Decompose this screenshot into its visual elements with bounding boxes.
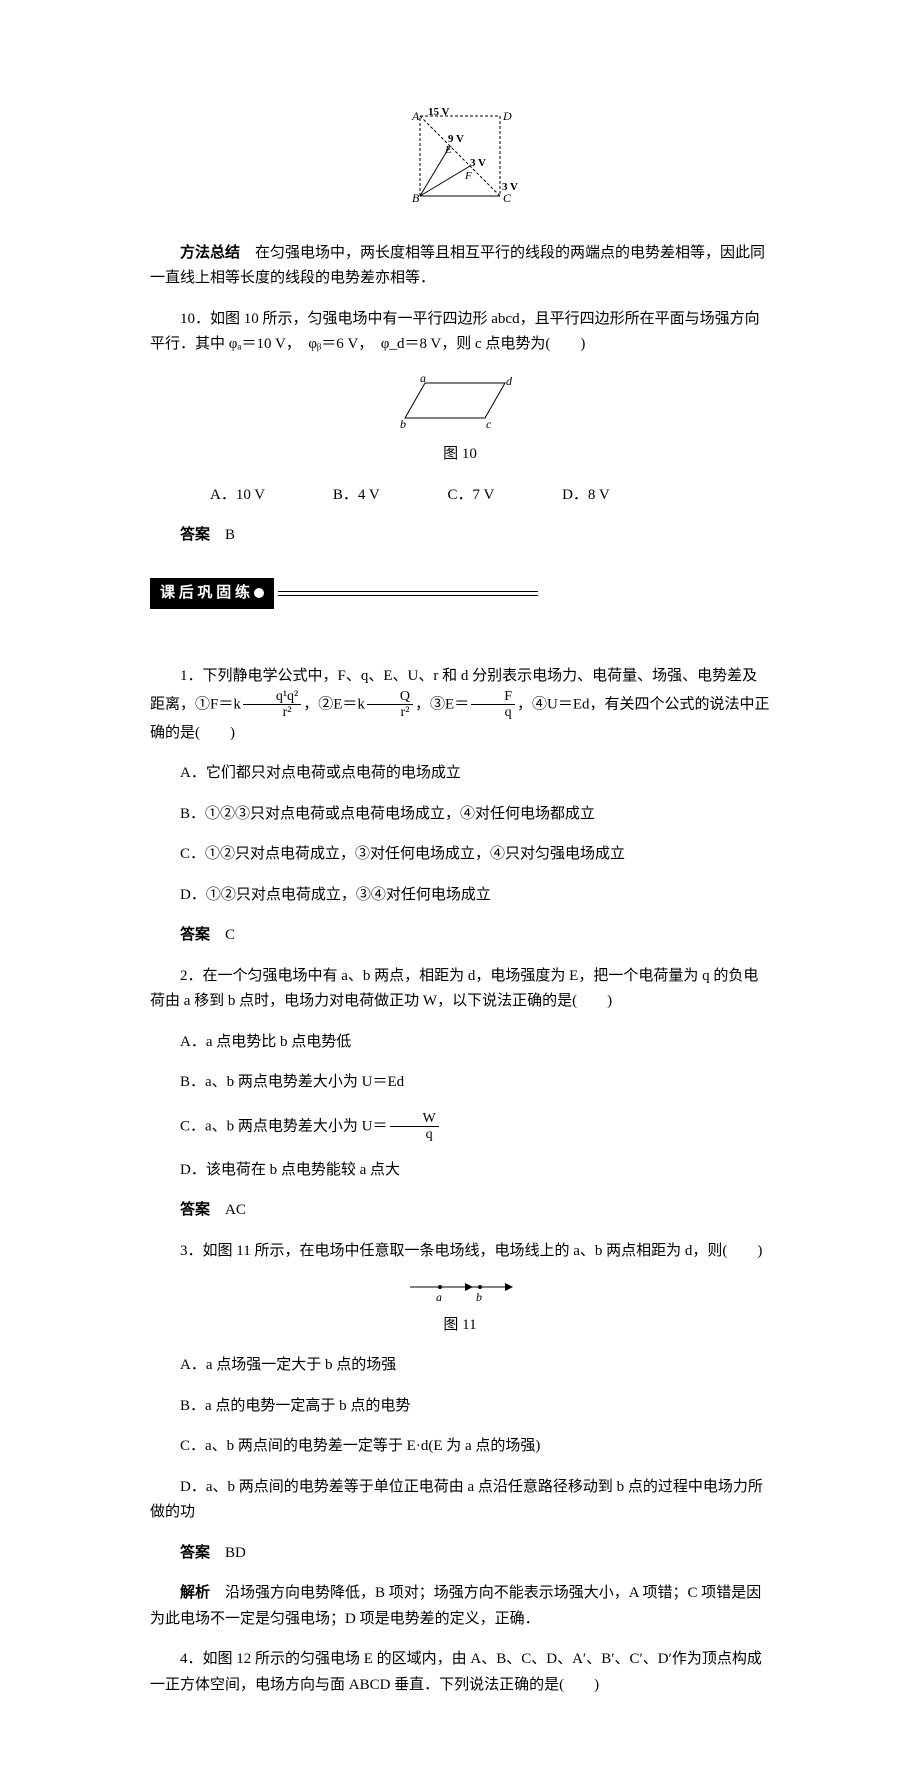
svg-text:d: d [506,374,513,388]
fig11-caption: 图 11 [150,1313,770,1339]
parallelogram: a d b c [390,373,530,433]
q3-answer: 答案 BD [150,1541,770,1567]
q1-opt-b: B．①②③只对点电荷或点电荷电场成立，④对任何电场都成立 [150,802,770,828]
q2-opt-a: A．a 点电势比 b 点电势低 [150,1030,770,1056]
figure-11: a b 图 11 [150,1279,770,1338]
svg-text:D: D [502,109,512,123]
q1-text: 1．下列静电学公式中，F、q、E、U、r 和 d 分别表示电场力、电荷量、场强、… [150,664,770,747]
svg-text:3 V: 3 V [502,181,518,193]
q3-opt-a: A．a 点场强一定大于 b 点的场强 [150,1353,770,1379]
q2-frac: Wq [390,1111,439,1143]
svg-text:C: C [503,191,512,205]
q2-opt-c: C．a、b 两点电势差大小为 U＝Wq [150,1111,770,1143]
frac3: Fq [471,689,515,721]
figure-1: A D B C E F 15 V 9 V 3 V 3 V [150,106,770,226]
svg-text:b: b [400,417,406,431]
svg-text:15 V: 15 V [428,106,450,118]
svg-text:F: F [464,170,472,182]
q3-opt-b: B．a 点的电势一定高于 b 点的电势 [150,1394,770,1420]
q10-opt-d: D．8 V [532,483,610,509]
q1-opt-a: A．它们都只对点电荷或点电荷的电场成立 [150,761,770,787]
q2-opt-d: D．该电荷在 b 点电势能较 a 点大 [150,1158,770,1184]
q4-text: 4．如图 12 所示的匀强电场 E 的区域内，由 A、B、C、D、A′、B′、C… [150,1647,770,1698]
figure-10: a d b c 图 10 [150,373,770,468]
svg-text:a: a [420,373,426,385]
section-line [278,591,538,596]
q1-answer: 答案 C [150,923,770,949]
q10-answer: 答案 B [150,523,770,549]
svg-text:3 V: 3 V [470,157,486,169]
method-text: 在匀强电场中，两长度相等且相互平行的线段的两端点的电势差相等，因此同一直线上相等… [150,245,765,287]
frac1: q¹q²r² [243,689,301,721]
fig10-caption: 图 10 [150,442,770,468]
q3-opt-c: C．a、b 两点间的电势差一定等于 E·d(E 为 a 点的场强) [150,1434,770,1460]
svg-text:E: E [444,144,452,156]
q1-opt-d: D．①②只对点电荷成立，③④对任何电场成立 [150,883,770,909]
svg-text:c: c [486,417,492,431]
field-line: a b [400,1279,520,1303]
method-summary: 方法总结 在匀强电场中，两长度相等且相互平行的线段的两端点的电势差相等，因此同一… [150,241,770,292]
q10-text: 10．如图 10 所示，匀强电场中有一平行四边形 abcd，且平行四边形所在平面… [150,307,770,358]
frac2: Qr² [367,689,413,721]
q2-text: 2．在一个匀强电场中有 a、b 两点，相距为 d，电场强度为 E，把一个电荷量为… [150,964,770,1015]
section-header-row: 课 后 巩 固 练 [150,564,770,624]
svg-text:B: B [412,191,420,205]
q2-opt-b: B．a、b 两点电势差大小为 U＝Ed [150,1070,770,1096]
svg-text:a: a [436,1290,442,1303]
q10-opt-c: C．7 V [417,483,494,509]
q3-opt-d: D．a、b 两点间的电势差等于单位正电荷由 a 点沿任意路径移动到 b 点的过程… [150,1475,770,1526]
svg-text:9 V: 9 V [448,133,464,145]
q10-options: A．10 V B．4 V C．7 V D．8 V [150,483,770,509]
q10-opt-b: B．4 V [303,483,380,509]
svg-text:b: b [476,1290,482,1303]
q3-text: 3．如图 11 所示，在电场中任意取一条电场线，电场线上的 a、b 两点相距为 … [150,1239,770,1265]
square-diagram: A D B C E F 15 V 9 V 3 V 3 V [400,106,520,216]
q3-analysis: 解析 沿场强方向电势降低，B 项对；场强方向不能表示场强大小，A 项错；C 项错… [150,1581,770,1632]
q10-opt-a: A．10 V [180,483,265,509]
q1-opt-c: C．①②只对点电荷成立，③对任何电场成立，④只对匀强电场成立 [150,842,770,868]
svg-text:A: A [411,109,420,123]
method-label: 方法总结 [180,245,240,261]
section-header: 课 后 巩 固 练 [150,578,274,610]
q2-answer: 答案 AC [150,1198,770,1224]
